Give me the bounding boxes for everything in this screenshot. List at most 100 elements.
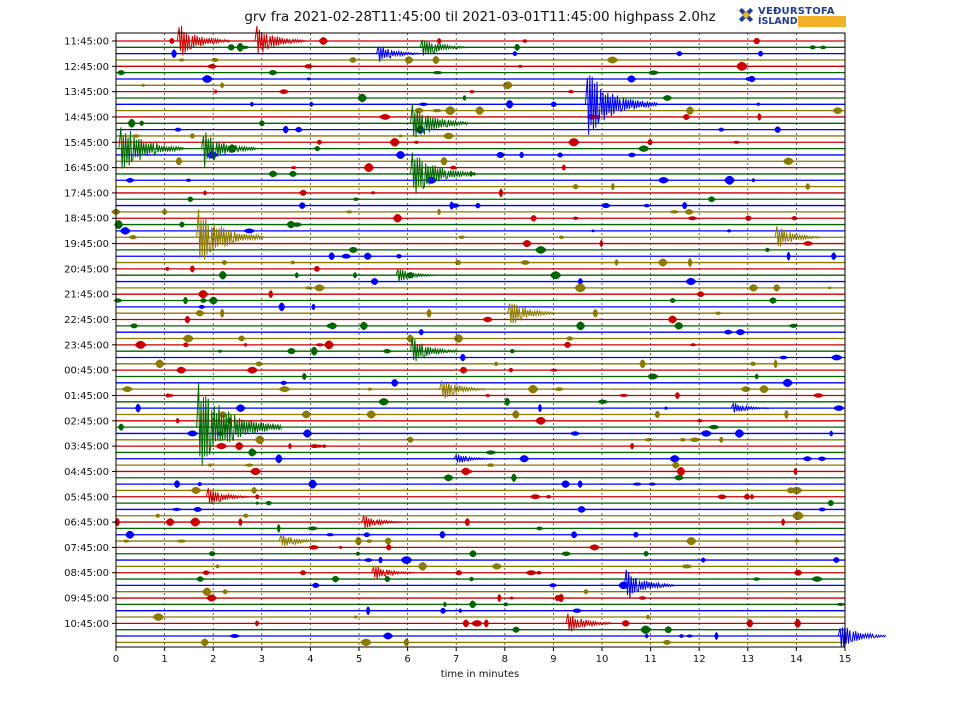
noise-blip xyxy=(328,252,336,261)
noise-blip xyxy=(249,467,262,476)
noise-blip xyxy=(567,89,575,94)
noise-blip xyxy=(749,493,755,500)
noise-blip xyxy=(175,366,187,374)
x-axis-ticks: 0 1 2 3 4 5 6 7 8 9 10 11 12 13 14 15 xyxy=(113,647,851,665)
noise-blip xyxy=(198,304,206,309)
noise-blip xyxy=(773,284,781,292)
noise-blip xyxy=(514,43,521,51)
noise-blip xyxy=(638,596,648,600)
noise-blip xyxy=(811,576,823,582)
noise-blip xyxy=(403,638,410,647)
noise-blip xyxy=(561,164,567,171)
noise-blip xyxy=(577,480,583,488)
noise-blip xyxy=(207,64,218,69)
y-tick-label: 02:45:00 xyxy=(64,416,109,427)
noise-blip xyxy=(251,486,258,494)
noise-blip xyxy=(345,210,354,214)
noise-blip xyxy=(574,283,587,293)
noise-blip xyxy=(743,493,751,500)
seismic-event xyxy=(200,132,257,168)
noise-blip xyxy=(354,536,362,546)
noise-blip xyxy=(468,576,475,582)
noise-blip xyxy=(182,296,189,305)
noise-blip xyxy=(809,45,817,50)
noise-blip xyxy=(629,442,635,450)
noise-blip xyxy=(247,448,257,457)
noise-blip xyxy=(757,50,764,57)
noise-blip xyxy=(127,118,136,128)
event-waveform xyxy=(409,152,473,194)
noise-blip xyxy=(189,265,196,273)
y-axis-ticks: 11:45:00 12:45:00 13:45:00 14:45:00 15:45:00… xyxy=(64,37,116,630)
x-tick-label: 10 xyxy=(596,654,609,665)
noise-blip xyxy=(194,488,200,493)
noise-blip xyxy=(171,507,183,512)
noise-blip xyxy=(493,361,499,367)
noise-blip xyxy=(592,309,599,318)
noise-blip xyxy=(525,570,538,576)
noise-blip xyxy=(468,89,476,94)
seismic-event xyxy=(371,566,414,580)
event-waveform xyxy=(118,127,184,169)
noise-blip xyxy=(512,51,518,57)
noise-blip xyxy=(657,258,668,267)
noise-blip xyxy=(685,106,695,115)
noise-blip xyxy=(206,594,217,602)
noise-blip xyxy=(397,134,403,138)
noise-blip xyxy=(511,626,521,633)
noise-blip xyxy=(812,393,824,398)
noise-blip xyxy=(674,392,681,399)
noise-blip xyxy=(764,247,771,253)
event-waveform xyxy=(254,25,306,54)
noise-blip xyxy=(202,587,212,596)
noise-blip xyxy=(738,62,748,71)
noise-blip xyxy=(618,393,630,398)
noise-blip xyxy=(459,366,468,374)
noise-blip xyxy=(318,37,328,45)
noise-blip xyxy=(575,321,586,331)
noise-blip xyxy=(671,461,680,469)
seismic-event xyxy=(176,25,231,56)
noise-blip xyxy=(643,550,649,557)
noise-blip xyxy=(680,564,693,569)
noise-blip xyxy=(751,178,756,183)
noise-blip xyxy=(577,278,584,286)
noise-blip xyxy=(308,545,320,550)
noise-blip xyxy=(436,208,442,216)
noise-blip xyxy=(301,410,312,419)
seismic-event xyxy=(205,487,250,504)
y-tick-label: 11:45:00 xyxy=(64,37,109,48)
seismic-event xyxy=(623,569,675,599)
y-tick-label: 15:45:00 xyxy=(64,138,109,149)
noise-blip xyxy=(414,107,424,114)
noise-blip xyxy=(521,39,528,43)
noise-blip xyxy=(714,311,722,315)
noise-blip xyxy=(610,182,615,191)
noise-blip xyxy=(662,639,672,645)
seismic-event xyxy=(419,39,466,56)
noise-blip xyxy=(278,386,291,393)
noise-blip xyxy=(668,210,681,214)
noise-blip xyxy=(458,608,463,613)
noise-blip xyxy=(131,134,142,138)
noise-blip xyxy=(662,95,673,101)
noise-blip xyxy=(303,64,314,69)
vertical-grid xyxy=(164,33,797,647)
noise-blip xyxy=(530,214,538,222)
noise-blip xyxy=(129,323,139,329)
event-waveform xyxy=(409,337,459,362)
noise-blip xyxy=(370,278,379,286)
seismic-event xyxy=(196,209,264,260)
noise-blip xyxy=(644,633,649,639)
noise-blip xyxy=(472,172,477,176)
noise-blip xyxy=(495,151,505,159)
noise-blip xyxy=(274,454,283,464)
noise-blip xyxy=(392,214,403,223)
noise-blip xyxy=(352,197,360,202)
noise-blip xyxy=(215,443,228,450)
noise-blip xyxy=(196,576,205,582)
noise-blip xyxy=(219,308,225,318)
noise-blip xyxy=(313,265,321,272)
noise-blip xyxy=(331,575,340,583)
event-waveform xyxy=(584,75,658,135)
